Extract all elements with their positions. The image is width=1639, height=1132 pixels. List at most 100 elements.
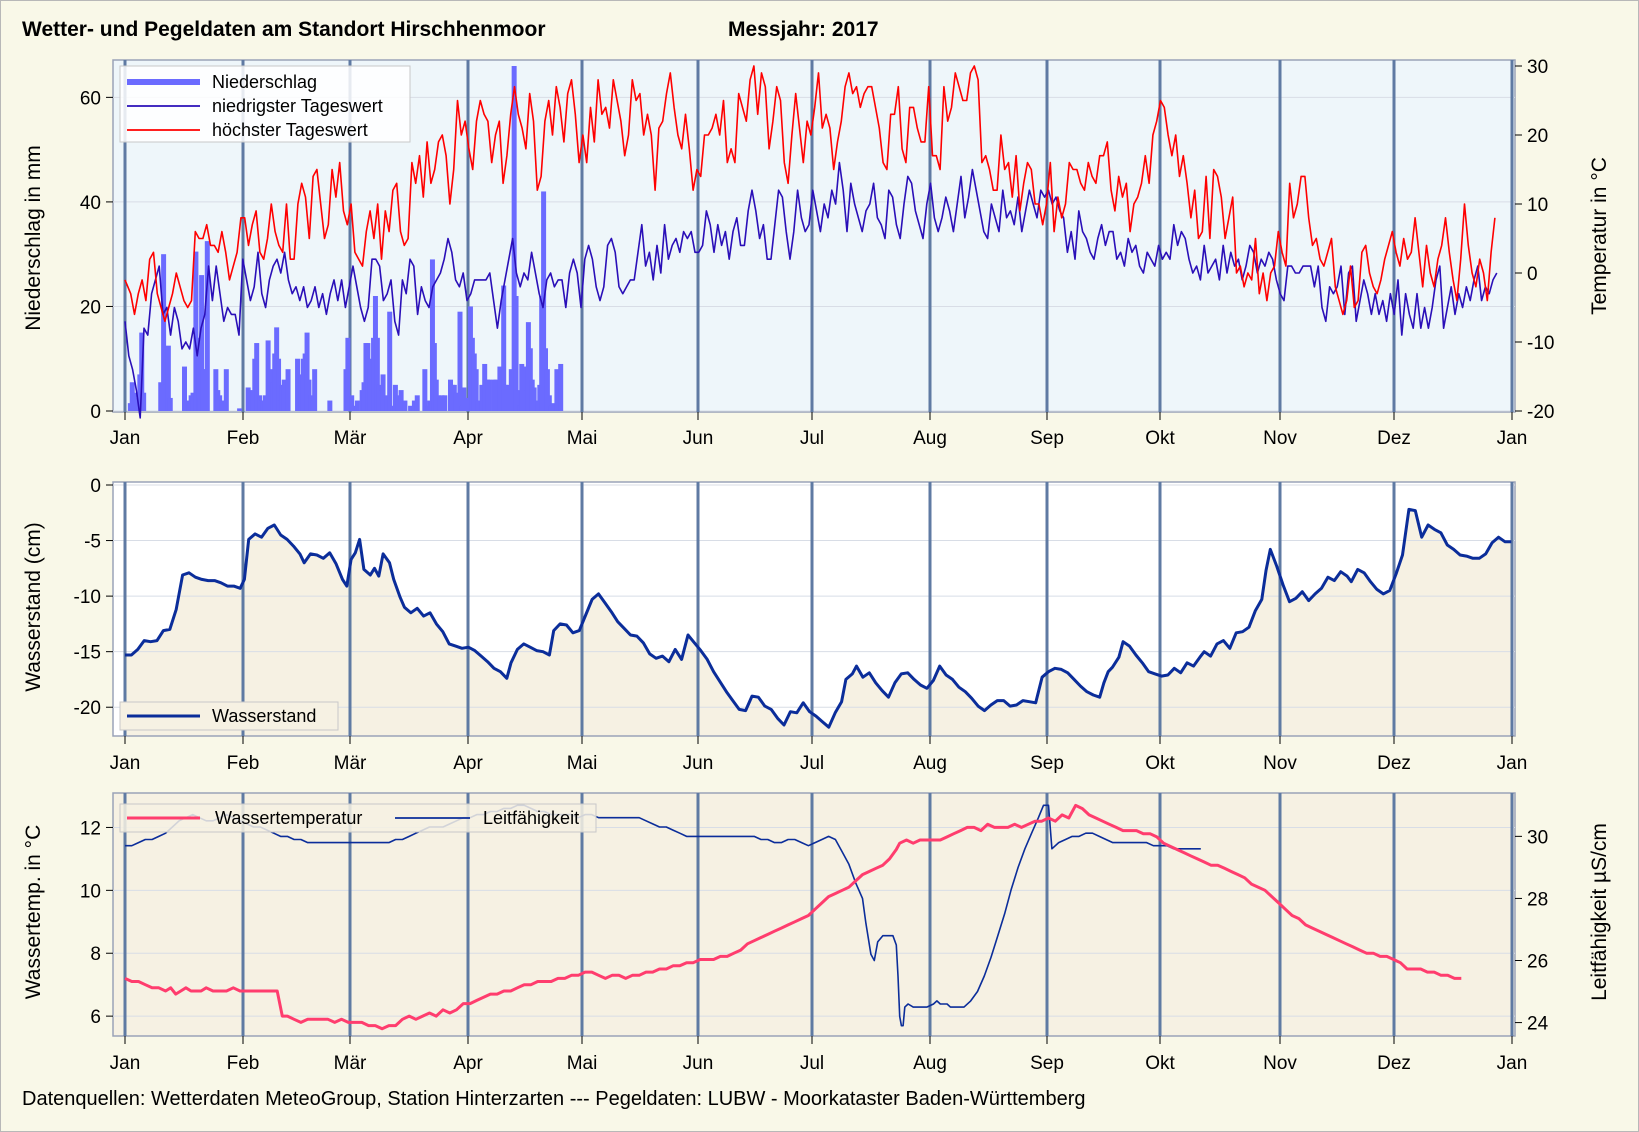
legend-label: Leitfähigkeit — [483, 808, 579, 828]
precip-bar — [398, 390, 404, 411]
x-tick-label: Okt — [1145, 753, 1175, 774]
data-sources-footer: Datenquellen: Wetterdaten MeteoGroup, St… — [22, 1088, 1086, 1110]
precip-bar — [374, 337, 380, 411]
precip-bar — [223, 369, 229, 411]
precip-bar — [431, 343, 437, 411]
precip-bar — [482, 363, 488, 411]
series-line-wassertemperatur — [124, 803, 1462, 1031]
y2-axis-label: Temperatur in °C — [1588, 157, 1611, 315]
x-tick-label: Feb — [227, 1053, 260, 1074]
precip-bar — [513, 296, 519, 411]
precip-bar — [384, 395, 390, 411]
y-tick-label: 10 — [80, 881, 101, 902]
precip-bar — [201, 369, 207, 411]
legend-label: Niederschlag — [212, 72, 317, 92]
precip-bar — [199, 275, 205, 411]
x-tick-label: Dez — [1377, 1053, 1411, 1074]
wasserstand-area — [125, 509, 1512, 736]
precip-bar — [158, 382, 164, 411]
precip-bar — [237, 408, 243, 411]
y2-tick-label: 20 — [1527, 126, 1548, 147]
precip-bar — [163, 384, 168, 411]
precip-bar — [354, 400, 360, 411]
page-title: Wetter- und Pegeldaten am Standort Hirsc… — [22, 18, 546, 41]
y2-tick-label: -10 — [1527, 333, 1554, 354]
precip-bar — [486, 379, 492, 411]
y-tick-label: 20 — [80, 297, 101, 318]
x-tick-label: Jan — [1497, 1053, 1528, 1074]
y-axis-label: Wassertemp. in °C — [22, 825, 45, 1000]
precip-bar — [546, 395, 552, 411]
legend-label: niedrigster Tageswert — [212, 96, 383, 116]
precip-bar — [245, 387, 251, 411]
precip-bar — [390, 405, 396, 411]
precip-bar — [141, 392, 147, 411]
x-tick-label: Apr — [453, 753, 483, 774]
x-tick-label: Aug — [913, 428, 947, 449]
precip-bar — [439, 395, 445, 411]
precip-bar — [427, 400, 433, 411]
precip-bar — [422, 369, 428, 411]
precip-bar — [442, 395, 448, 411]
x-tick-label: Sep — [1030, 753, 1064, 774]
x-tick-label: Jun — [683, 428, 714, 449]
y-axis-label: Wasserstand (cm) — [22, 522, 45, 692]
precip-bar — [161, 254, 167, 411]
y2-tick-label: 26 — [1527, 952, 1548, 973]
precip-bar — [304, 332, 310, 411]
legend-label: Wassertemperatur — [215, 808, 362, 828]
precip-bar — [182, 366, 187, 411]
precip-bar — [429, 259, 435, 411]
precip-bar — [131, 392, 137, 411]
precip-bar — [380, 374, 386, 411]
legend-label: höchster Tageswert — [212, 120, 368, 140]
precip-bar — [165, 345, 171, 411]
y2-tick-label: 24 — [1527, 1014, 1549, 1035]
y-tick-label: 0 — [90, 402, 101, 423]
precip-bar — [457, 311, 463, 411]
precip-bar — [285, 369, 291, 411]
x-tick-label: Nov — [1263, 753, 1297, 774]
precip-bar — [265, 340, 271, 411]
x-tick-label: Feb — [227, 428, 260, 449]
precip-bar — [521, 366, 527, 411]
precip-bar — [276, 358, 282, 411]
precip-bar — [511, 66, 517, 411]
x-tick-label: Mai — [567, 753, 598, 774]
x-tick-label: Mär — [334, 1053, 367, 1074]
x-tick-label: Jan — [110, 1053, 141, 1074]
precip-bar — [295, 358, 301, 411]
series-line-tmax — [124, 65, 1496, 323]
precip-bar — [254, 343, 260, 411]
x-tick-label: Okt — [1145, 1053, 1175, 1074]
y-axis-label: Niederschlag in mm — [22, 145, 45, 331]
x-tick-label: Apr — [453, 1053, 483, 1074]
x-tick-label: Jul — [800, 753, 824, 774]
precip-bar — [501, 285, 507, 411]
y-tick-label: -15 — [74, 643, 101, 664]
y2-tick-label: 28 — [1527, 889, 1548, 910]
x-tick-label: Sep — [1030, 1053, 1064, 1074]
precip-bar — [473, 369, 479, 411]
precip-bar — [461, 387, 467, 411]
y-tick-label: 0 — [90, 476, 101, 497]
y-tick-label: 6 — [90, 1007, 101, 1028]
series-line-leitfaehigkeit — [125, 804, 1201, 1027]
precip-bar — [475, 400, 481, 411]
precip-bar — [497, 366, 503, 411]
precip-bar — [544, 369, 550, 411]
x-tick-label: Apr — [453, 428, 483, 449]
precip-bar — [204, 241, 210, 411]
y2-tick-label: 10 — [1527, 195, 1548, 216]
precip-bar — [196, 337, 202, 411]
y-tick-label: -5 — [84, 532, 101, 553]
x-tick-label: Jan — [1497, 428, 1528, 449]
precip-bar — [479, 384, 485, 411]
precip-bar — [327, 400, 333, 411]
precip-bar — [558, 363, 564, 411]
series-line-wasserstand — [125, 507, 1512, 729]
precip-bar — [219, 400, 225, 411]
precip-bar — [408, 405, 414, 411]
y2-tick-label: -20 — [1527, 402, 1554, 423]
x-tick-label: Dez — [1377, 428, 1411, 449]
